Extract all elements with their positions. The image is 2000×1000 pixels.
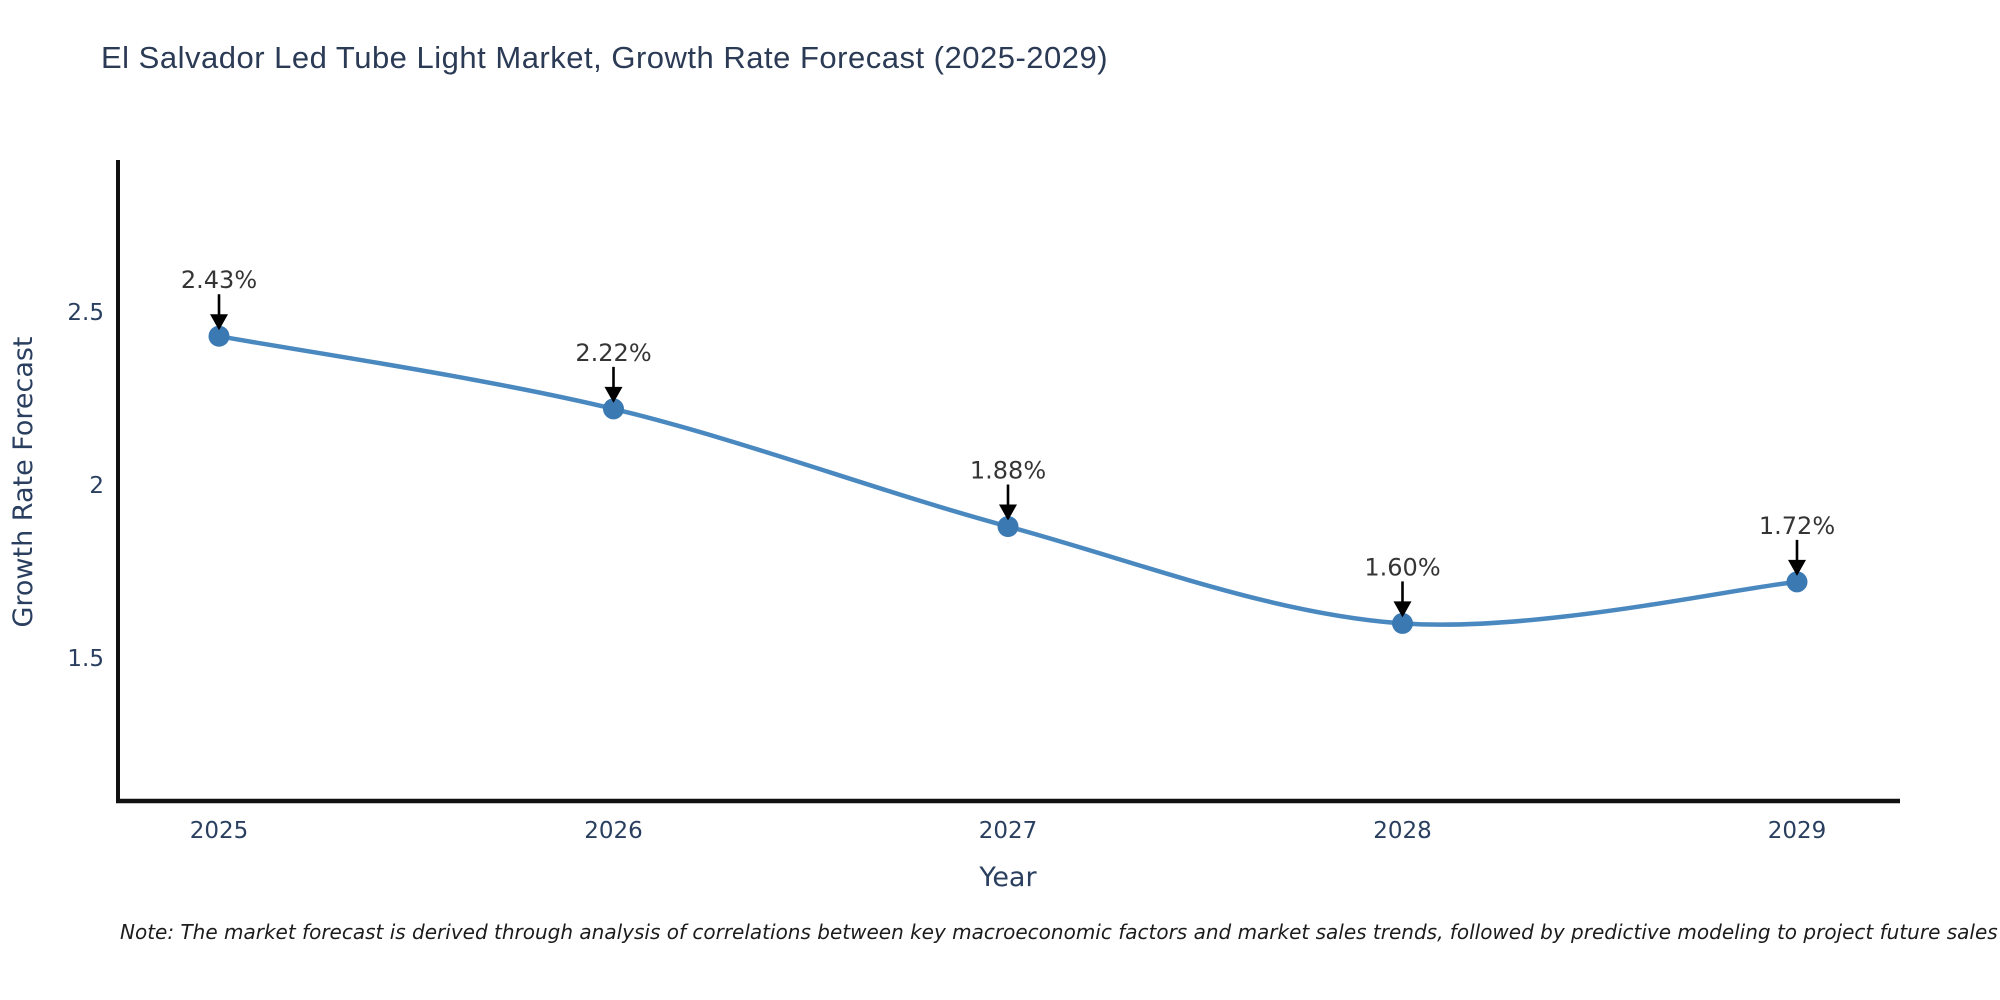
svg-text:1.72%: 1.72% [1759,512,1835,540]
svg-text:1.60%: 1.60% [1364,553,1440,581]
annotation-2028: 1.60% [1364,553,1441,618]
y-axis-title: Growth Rate Forecast [8,336,39,627]
annotation-2029: 1.72% [1759,512,1835,576]
annotation-2026: 2.22% [575,339,652,403]
x-axis-title: Year [978,862,1037,893]
data-point-2026[interactable] [603,398,624,420]
data-points [208,325,1808,634]
y-axis-tick-labels: 2.5 2 1.5 [67,300,104,672]
y-tick-1.5: 1.5 [67,646,104,672]
x-tick-2028: 2028 [1373,818,1432,844]
y-tick-2: 2 [89,473,104,499]
data-point-2029[interactable] [1786,571,1808,593]
svg-text:2.22%: 2.22% [575,339,651,367]
annotation-2025: 2.43% [181,266,257,331]
point-annotations: 2.43% 2.22% 1.88% 1.60% 1.72% [181,266,1835,618]
data-point-2027[interactable] [997,516,1019,538]
data-point-2028[interactable] [1392,612,1413,634]
x-tick-2025: 2025 [190,818,249,844]
svg-text:2.43%: 2.43% [181,266,257,294]
annotation-2027: 1.88% [970,457,1046,521]
footnote-text: Note: The market forecast is derived thr… [120,920,1998,944]
y-tick-2.5: 2.5 [67,300,104,326]
x-axis-tick-labels: 2025 2026 2027 2028 2029 [190,818,1827,844]
svg-text:1.88%: 1.88% [970,457,1046,485]
data-point-2025[interactable] [208,325,230,347]
x-tick-2027: 2027 [979,818,1038,844]
x-tick-2029: 2029 [1768,818,1827,844]
x-tick-2026: 2026 [584,818,643,844]
chart-title: El Salvador Led Tube Light Market, Growt… [101,40,1109,75]
